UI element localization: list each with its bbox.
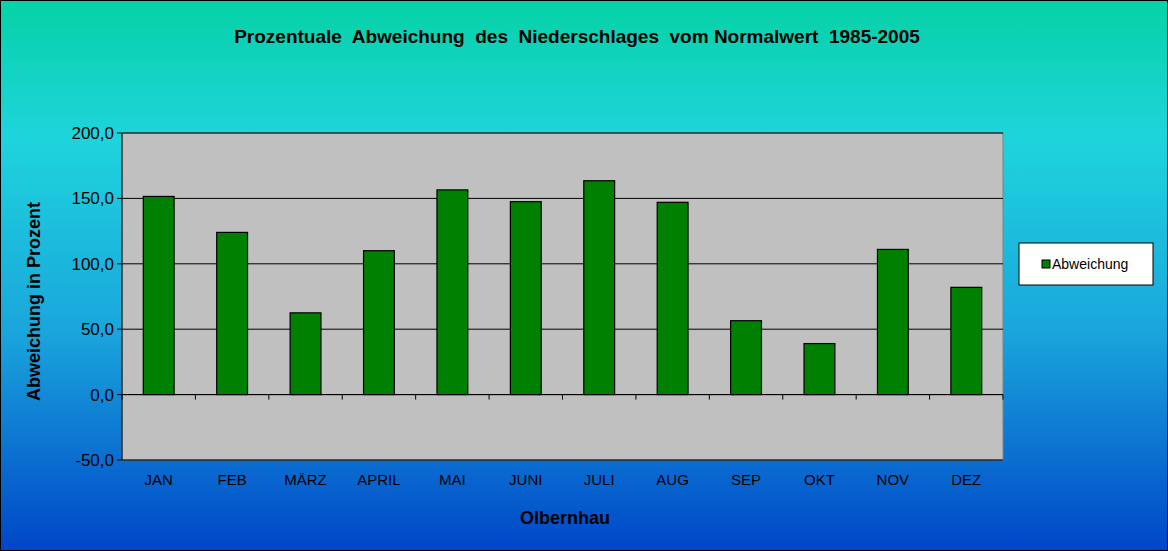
- y-tick-label: 150,0: [71, 189, 114, 208]
- y-tick-label: 50,0: [81, 320, 114, 339]
- plot-area: [122, 133, 1003, 460]
- bar: [217, 232, 248, 394]
- x-tick: [195, 395, 196, 400]
- legend: [1019, 243, 1153, 285]
- y-tick-label: -50,0: [75, 451, 114, 470]
- legend-swatch: [1042, 260, 1050, 268]
- bar: [143, 196, 174, 394]
- bar: [290, 313, 321, 395]
- y-tick: [117, 394, 122, 395]
- x-tick-label: JULI: [584, 471, 615, 488]
- x-tick: [856, 395, 857, 400]
- y-tick-label: 100,0: [71, 255, 114, 274]
- y-tick: [117, 460, 122, 461]
- x-tick: [1003, 395, 1004, 400]
- grid-line: [122, 263, 1003, 264]
- grid-line: [122, 460, 1003, 461]
- x-tick-label: AUG: [656, 471, 689, 488]
- y-axis: [122, 133, 123, 460]
- bar: [951, 287, 982, 394]
- y-tick: [117, 198, 122, 199]
- bar: [510, 202, 541, 395]
- grid-line: [122, 198, 1003, 199]
- bar: [364, 251, 395, 395]
- legend-label: Abweichung: [1052, 256, 1128, 272]
- x-tick-label: NOV: [877, 471, 910, 488]
- x-tick: [635, 395, 636, 400]
- x-tick: [562, 395, 563, 400]
- x-tick: [929, 395, 930, 400]
- x-tick-label: FEB: [218, 471, 247, 488]
- x-tick-label: SEP: [731, 471, 761, 488]
- x-tick-label: JUNI: [509, 471, 542, 488]
- x-axis-title: Olbernhau: [520, 508, 610, 528]
- x-tick: [782, 395, 783, 400]
- background: [1, 1, 1168, 551]
- bar: [437, 190, 468, 395]
- y-tick: [117, 263, 122, 264]
- x-tick: [489, 395, 490, 400]
- chart: -50,0 0,0 50,0 100,0 150,0 200,0 JAN FEB MÄRZ APR…: [0, 0, 1168, 551]
- x-tick: [268, 395, 269, 400]
- bars: [143, 181, 981, 395]
- x-tick-label: DEZ: [951, 471, 981, 488]
- bar: [657, 202, 688, 394]
- x-tick-label: OKT: [804, 471, 835, 488]
- y-axis-title: Abweichung in Prozent: [24, 202, 44, 401]
- title: Prozentuale Abweichung des Niederschlage…: [234, 26, 920, 47]
- bar: [804, 344, 835, 395]
- y-tick-label: 0,0: [90, 386, 114, 405]
- x-tick: [709, 395, 710, 400]
- x-tick-label: MÄRZ: [284, 471, 327, 488]
- bar: [877, 249, 908, 394]
- x-tick-label: MAI: [439, 471, 466, 488]
- y-tick-label: 200,0: [71, 124, 114, 143]
- bar: [731, 321, 762, 395]
- grid-line: [122, 133, 1003, 134]
- x-tick-label: APRIL: [357, 471, 400, 488]
- x-tick: [122, 395, 123, 400]
- y-tick: [117, 329, 122, 330]
- bar: [584, 181, 615, 395]
- x-tick: [342, 395, 343, 400]
- grid-line: [122, 329, 1003, 330]
- x-tick-label: JAN: [145, 471, 173, 488]
- x-tick: [415, 395, 416, 400]
- y-tick: [117, 133, 122, 134]
